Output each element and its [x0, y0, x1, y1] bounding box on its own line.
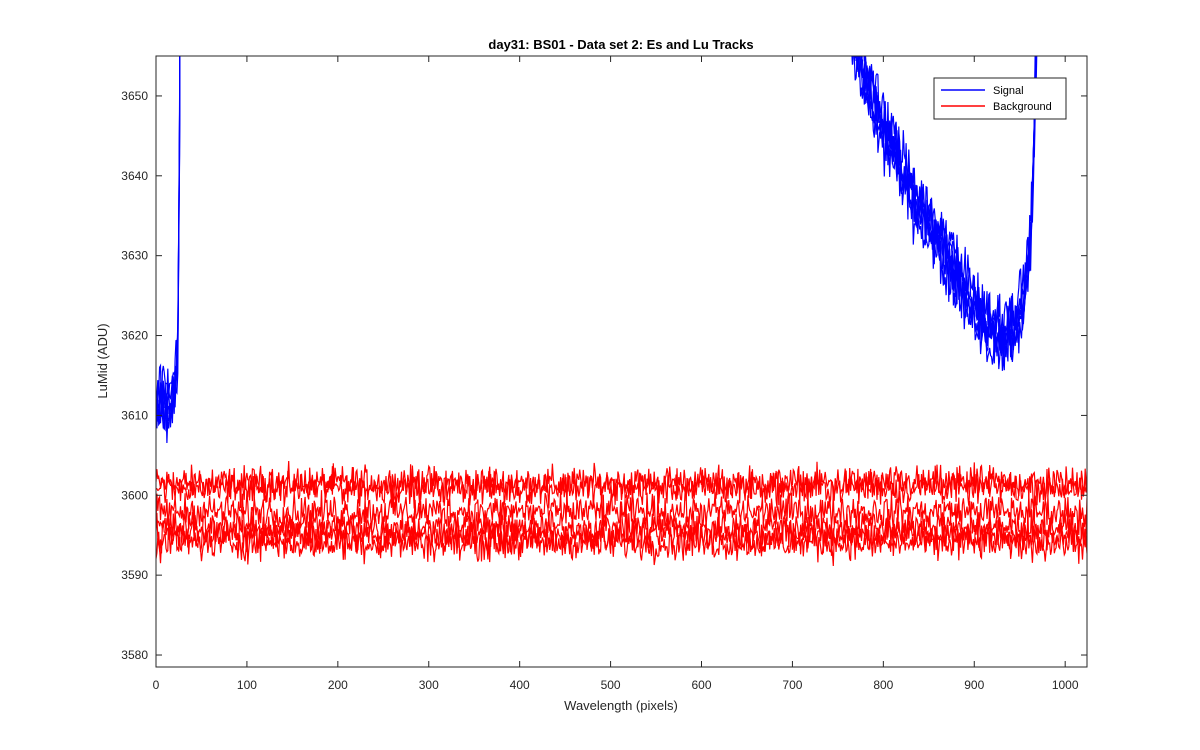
- y-tick-label: 3650: [121, 89, 148, 103]
- legend-background-label: Background: [993, 101, 1052, 113]
- y-tick-label: 3610: [121, 408, 148, 422]
- plot-area: [156, 56, 1087, 667]
- background-track-4: [156, 504, 1087, 550]
- x-tick-label: 700: [782, 678, 802, 692]
- x-tick-label: 600: [691, 678, 711, 692]
- background-track-2: [156, 466, 1087, 509]
- legend: Signal Background: [933, 77, 1067, 120]
- x-tick-label: 800: [873, 678, 893, 692]
- tick-layer: 0 100 200 300 400 500 600 700 800 900 1000 3580 3590…: [121, 56, 1087, 692]
- legend-signal-label: Signal: [993, 85, 1024, 97]
- background-track-6: [156, 519, 1087, 567]
- y-tick-label: 3630: [121, 249, 148, 263]
- signal-track-6-right: [855, 56, 1036, 353]
- x-tick-label: 100: [237, 678, 257, 692]
- x-axis-label: Wavelength (pixels): [564, 698, 678, 713]
- signal-track-3-right: [851, 56, 1037, 364]
- y-tick-label: 3600: [121, 488, 148, 502]
- y-tick-label: 3620: [121, 329, 148, 343]
- x-tick-label: 300: [419, 678, 439, 692]
- x-tick-label: 500: [601, 678, 621, 692]
- legend-box: [933, 77, 1067, 120]
- plot-frame: [155, 55, 1088, 668]
- y-axis-label: LuMid (ADU): [95, 323, 110, 398]
- chart-title: day31: BS01 - Data set 2: Es and Lu Trac…: [488, 37, 753, 52]
- background-track-1: [156, 460, 1087, 507]
- x-tick-label: 1000: [1052, 678, 1079, 692]
- x-tick-label: 200: [328, 678, 348, 692]
- x-tick-label: 400: [510, 678, 530, 692]
- background-track-5: [156, 511, 1087, 559]
- x-tick-label: 0: [153, 678, 160, 692]
- y-tick-label: 3580: [121, 648, 148, 662]
- signal-track-6-left: [156, 56, 181, 413]
- y-tick-label: 3640: [121, 169, 148, 183]
- x-tick-label: 900: [964, 678, 984, 692]
- y-tick-label: 3590: [121, 568, 148, 582]
